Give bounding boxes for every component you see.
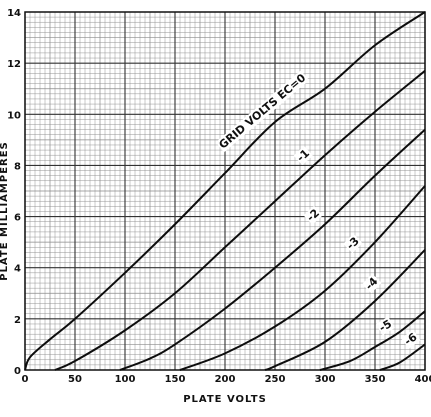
curve-label-backdrop <box>375 316 395 336</box>
x-tick-labels: 0 50 100 150 200 250 300 350 400 <box>22 374 431 385</box>
y-tick-label: 2 <box>14 315 21 326</box>
curve-label-backdrop <box>215 70 310 153</box>
curve-grid-1 <box>54 70 426 371</box>
x-axis-title: PLATE VOLTS <box>183 394 267 405</box>
curve-label-6: -6 <box>402 330 420 348</box>
y-tick-label: 0 <box>14 366 21 377</box>
x-tick-label: 250 <box>265 374 286 385</box>
y-tick-label: 10 <box>7 110 21 121</box>
x-tick-label: 100 <box>115 374 136 385</box>
curve-label-backdrop <box>343 233 363 254</box>
curve-grid-3 <box>179 185 426 371</box>
y-tick-label: 8 <box>14 161 21 172</box>
x-tick-label: 50 <box>68 374 82 385</box>
x-tick-label: 400 <box>415 374 431 385</box>
curve-label-5: -5 <box>377 317 394 334</box>
x-tick-label: 150 <box>165 374 186 385</box>
curve-grid-5 <box>319 310 426 371</box>
curve-grid-0 <box>24 11 426 371</box>
x-tick-label: 350 <box>365 374 386 385</box>
y-tick-label: 12 <box>7 59 21 70</box>
curve-grid-4 <box>264 249 426 371</box>
curve-label-backdrop <box>401 329 421 349</box>
curve-label-0: GRID VOLTS EC=0 <box>216 71 308 152</box>
curve-label-4: -4 <box>363 275 381 293</box>
curve-label-backdrop <box>362 273 382 294</box>
y-tick-label: 4 <box>14 264 21 275</box>
y-tick-label: 6 <box>14 213 21 224</box>
curve-label-backdrop <box>293 145 313 166</box>
curves <box>24 11 426 371</box>
x-tick-label: 0 <box>22 374 29 385</box>
x-tick-label: 200 <box>215 374 236 385</box>
y-axis-title: PLATE MILLIAMPERES <box>0 141 10 281</box>
curve-label-1: -1 <box>294 147 312 165</box>
curve-grid-2 <box>119 128 426 371</box>
curve-label-backdrop <box>303 205 323 225</box>
curve-grid-6 <box>379 343 426 371</box>
y-tick-labels: 0 2 4 6 8 10 12 14 <box>7 8 21 377</box>
x-tick-label: 300 <box>315 374 336 385</box>
plot-frame <box>24 11 426 371</box>
y-tick-label: 14 <box>7 8 21 19</box>
